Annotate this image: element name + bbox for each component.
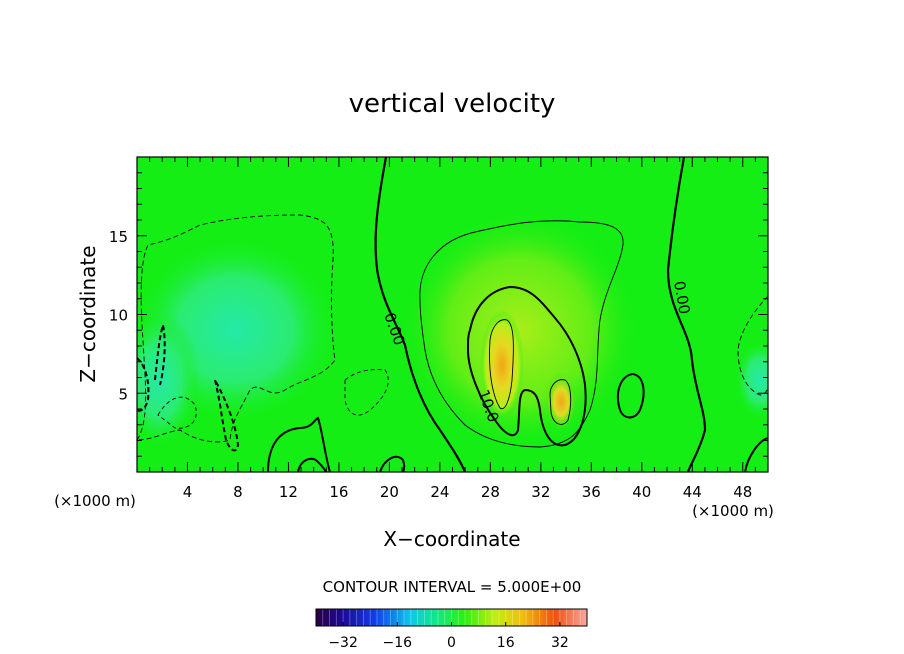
- updraft-core-right: [545, 372, 577, 432]
- updraft-region-broad: [400, 210, 640, 450]
- x-tick-label: 28: [481, 483, 500, 501]
- y-tick-label: 10: [109, 307, 128, 325]
- x-unit-right: (×1000 m): [692, 502, 774, 520]
- y-tick-label: 5: [118, 385, 128, 403]
- contour-label-right-zero: 0.00: [670, 280, 694, 316]
- chart-title: vertical velocity: [349, 89, 556, 119]
- x-tick-label: 24: [430, 483, 449, 501]
- x-axis-label: X−coordinate: [383, 527, 520, 551]
- colorbar-tick-label: 16: [497, 635, 515, 651]
- contour-plus-5: [419, 220, 624, 448]
- colorbar-tick-label: −32: [328, 635, 358, 651]
- y-axis-ticks: 5 10 15: [109, 156, 768, 473]
- zero-contour-lower-2: [297, 457, 327, 472]
- contour-minus-10-c: [137, 357, 150, 412]
- zero-contour-blob: [616, 372, 645, 419]
- x-tick-label: 12: [279, 483, 298, 501]
- x-axis-ticks: 4 8 12 16 20 24 28 32 36 40 44 48: [136, 157, 769, 501]
- contour-minus-5-outer: [137, 214, 336, 443]
- x-tick-label: 48: [733, 483, 752, 501]
- contour-minus-10-b: [214, 379, 240, 452]
- y-axis-label: Z−coordinate: [76, 245, 100, 382]
- colorbar: −32 −16 0 16 32: [315, 608, 588, 651]
- x-tick-label: 16: [329, 483, 348, 501]
- y-tick-label: 15: [109, 228, 128, 246]
- colorbar-tick-label: −16: [383, 635, 413, 651]
- contour-plus-15-left: [489, 319, 514, 410]
- x-unit-left: (×1000 m): [54, 492, 136, 510]
- x-tick-label: 36: [582, 483, 601, 501]
- zero-contour-lower: [267, 416, 331, 472]
- x-tick-label: 4: [183, 483, 193, 501]
- contour-interval-text: CONTOUR INTERVAL = 5.000E+00: [323, 578, 582, 596]
- zero-contour-left: [374, 157, 467, 472]
- contour-plus-10: [466, 285, 587, 447]
- contour-minus-5-right: [737, 295, 768, 396]
- contour-minus-10-a: [154, 324, 166, 386]
- zero-contour-right: [666, 157, 707, 472]
- colorbar-gradient: [316, 609, 587, 626]
- x-tick-label: 8: [233, 483, 243, 501]
- x-tick-label: 40: [632, 483, 651, 501]
- x-tick-label: 32: [531, 483, 550, 501]
- colorbar-bands: [315, 609, 588, 626]
- contour-plus-15-right: [549, 379, 572, 425]
- x-tick-label: 44: [683, 483, 702, 501]
- colorbar-tick-label: 32: [551, 635, 569, 651]
- x-tick-label: 20: [380, 483, 399, 501]
- plot-area: 0.00 10.0 0.00: [137, 157, 768, 472]
- contour-minus-5-mid: [344, 369, 389, 416]
- colorbar-ticks: −32 −16 0 16 32: [328, 622, 569, 651]
- zero-contour-small: [379, 455, 406, 472]
- downdraft-region-edge: [137, 310, 200, 450]
- zero-contour-bottom-right: [744, 437, 768, 472]
- colorbar-tick-label: 0: [447, 635, 456, 651]
- downdraft-region-right: [735, 340, 768, 420]
